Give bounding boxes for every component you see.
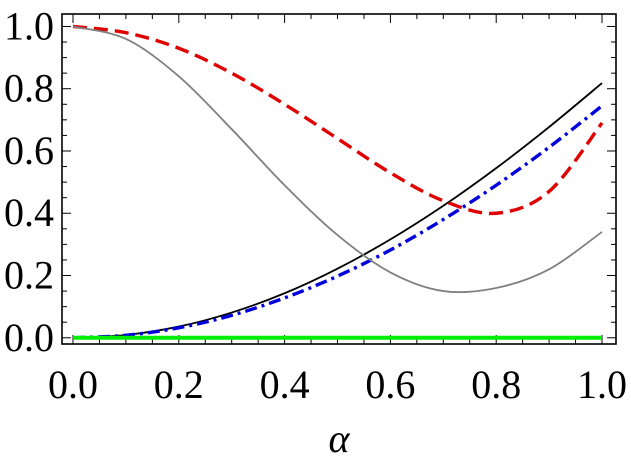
x-axis-title: α xyxy=(329,416,351,461)
series-line-0 xyxy=(72,82,603,339)
x-tick-label: 0.8 xyxy=(471,362,521,407)
y-tick-label: 1.0 xyxy=(4,3,54,48)
y-tick-label: 0.4 xyxy=(4,190,54,235)
axis-ticks xyxy=(62,14,616,344)
plot-frame xyxy=(61,13,617,345)
x-tick-label: 0.0 xyxy=(48,362,98,407)
series-line-2 xyxy=(72,24,604,216)
x-tick-label: 0.6 xyxy=(365,362,415,407)
series-line-3 xyxy=(72,25,603,294)
x-tick-label: 0.2 xyxy=(154,362,204,407)
series-line-1 xyxy=(72,104,604,340)
y-tick-label: 0.6 xyxy=(4,128,54,173)
x-tick-label: 0.4 xyxy=(260,362,310,407)
x-tick-label: 1.0 xyxy=(577,362,627,407)
y-tick-label: 0.2 xyxy=(4,253,54,298)
y-tick-label: 0.0 xyxy=(4,315,54,360)
y-tick-label: 0.8 xyxy=(4,66,54,111)
series-group xyxy=(72,24,604,340)
tick-labels: 0.0 0.2 0.4 0.6 0.8 1.0 0.0 0.2 0.4 0.6 0.8 1.0 xyxy=(4,3,627,407)
